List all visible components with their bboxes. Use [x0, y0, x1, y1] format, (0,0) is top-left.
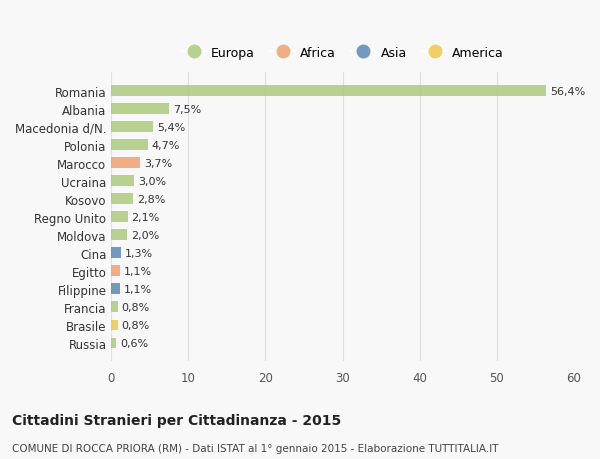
Text: 2,1%: 2,1%: [131, 213, 160, 222]
Bar: [112, 194, 133, 205]
Text: 1,1%: 1,1%: [124, 284, 152, 294]
Bar: [112, 230, 127, 241]
Text: COMUNE DI ROCCA PRIORA (RM) - Dati ISTAT al 1° gennaio 2015 - Elaborazione TUTTI: COMUNE DI ROCCA PRIORA (RM) - Dati ISTAT…: [12, 443, 499, 453]
Text: 56,4%: 56,4%: [550, 87, 585, 96]
Bar: [112, 320, 118, 330]
Bar: [112, 176, 134, 187]
Bar: [112, 284, 120, 295]
Bar: [112, 140, 148, 151]
Bar: [112, 104, 169, 115]
Bar: [112, 266, 120, 277]
Text: 2,0%: 2,0%: [131, 230, 159, 241]
Bar: [112, 86, 546, 97]
Text: 0,8%: 0,8%: [121, 302, 149, 312]
Text: 2,8%: 2,8%: [137, 195, 165, 204]
Bar: [112, 158, 140, 169]
Text: 3,0%: 3,0%: [139, 176, 166, 186]
Bar: [112, 212, 128, 223]
Bar: [112, 248, 121, 259]
Text: 4,7%: 4,7%: [151, 140, 180, 151]
Text: Cittadini Stranieri per Cittadinanza - 2015: Cittadini Stranieri per Cittadinanza - 2…: [12, 414, 341, 428]
Text: 0,8%: 0,8%: [121, 320, 149, 330]
Text: 1,3%: 1,3%: [125, 248, 154, 258]
Text: 0,6%: 0,6%: [120, 338, 148, 348]
Text: 3,7%: 3,7%: [144, 158, 172, 168]
Bar: [112, 122, 153, 133]
Bar: [112, 302, 118, 313]
Bar: [112, 338, 116, 348]
Text: 5,4%: 5,4%: [157, 123, 185, 133]
Text: 1,1%: 1,1%: [124, 266, 152, 276]
Text: 7,5%: 7,5%: [173, 105, 201, 114]
Legend: Europa, Africa, Asia, America: Europa, Africa, Asia, America: [176, 42, 509, 65]
